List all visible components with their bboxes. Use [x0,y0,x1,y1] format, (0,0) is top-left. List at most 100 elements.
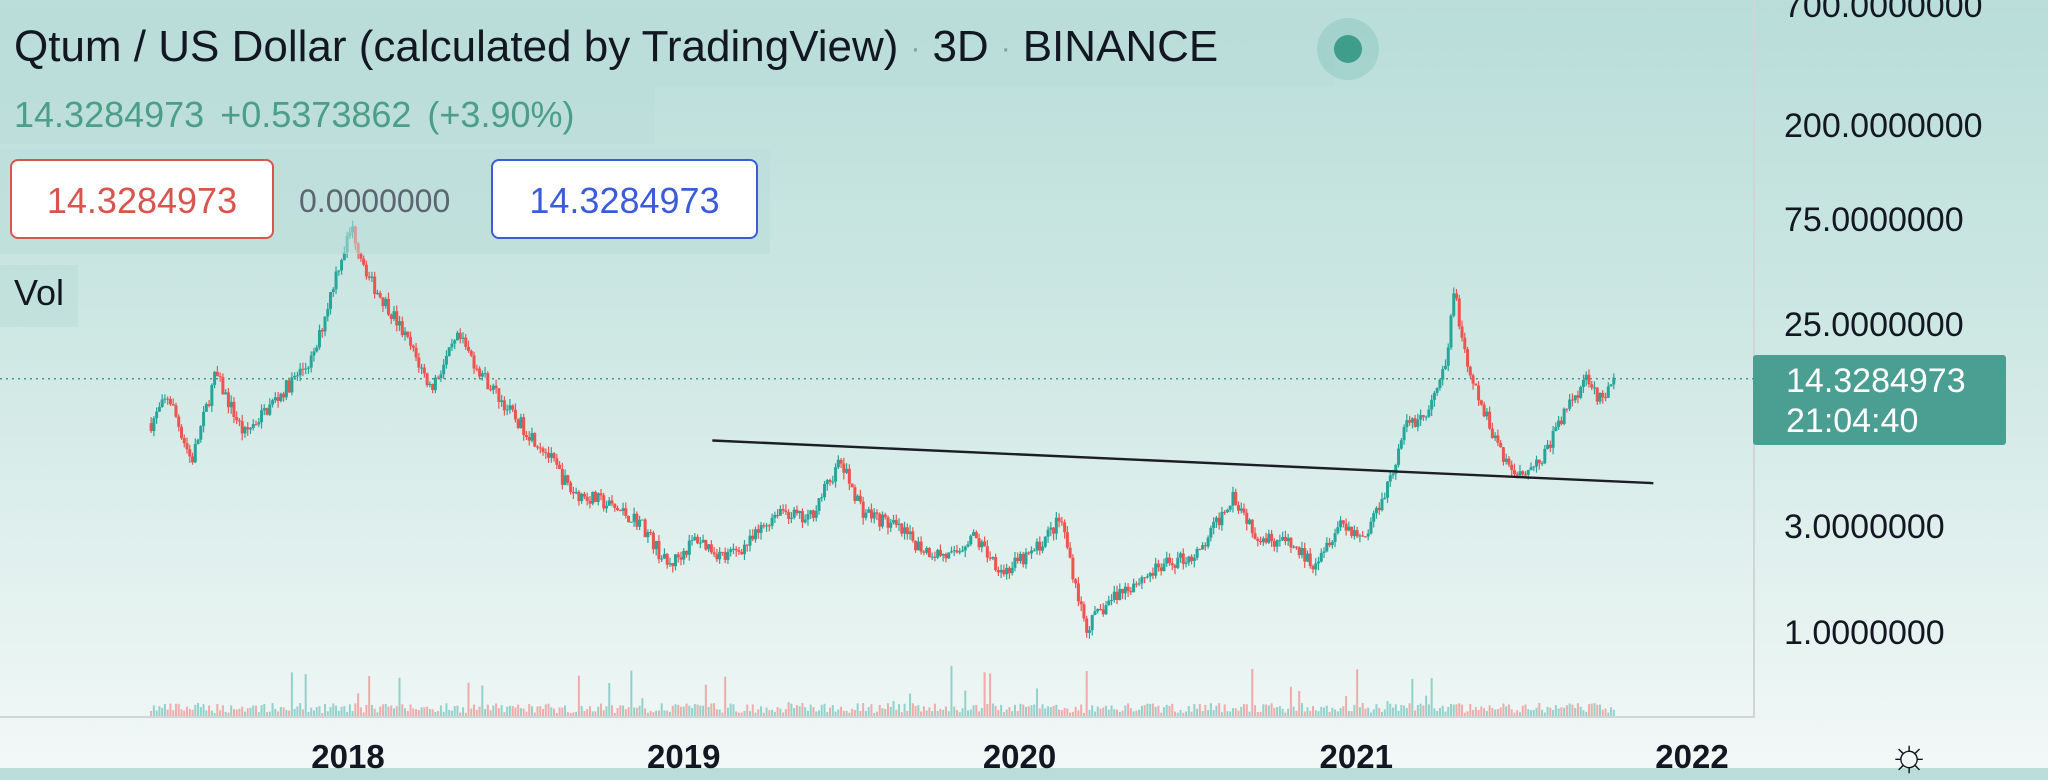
candle-body [955,550,959,553]
volume-bar [602,710,605,716]
candle-body [604,505,608,509]
volume-bar [892,700,895,716]
candle-body [1297,547,1301,556]
market-status-indicator[interactable] [1317,18,1379,80]
candle-body [549,453,553,458]
volume-indicator-label[interactable]: Vol [14,272,65,313]
volume-bar [1444,711,1447,716]
volume-bar [566,712,569,716]
candle-body [1551,430,1555,448]
volume-bar [406,711,409,716]
candle-body [240,421,244,434]
candle-body [1537,459,1541,464]
volume-bar [199,707,202,716]
volume-bar [519,708,522,716]
gear-icon[interactable]: ☼ [1888,728,1931,780]
volume-bar [1262,704,1265,716]
interval-label[interactable]: 3D [932,22,989,71]
volume-bar [197,703,200,716]
candle-body [759,525,763,533]
volume-bar [771,709,774,716]
candle-body [704,539,708,550]
volume-bar [243,711,246,716]
chart-title[interactable]: Qtum / US Dollar (calculated by TradingV… [14,22,1218,72]
volume-bar [1240,706,1243,716]
volume-bar [467,682,470,716]
time-axis-tick: 2022 [1655,738,1729,775]
candle-body [287,380,291,393]
candle-body [224,392,228,395]
candle-body [1074,579,1078,584]
candle-body [444,355,448,365]
volume-bar [387,706,390,716]
candle-body [1245,512,1249,524]
volume-bar [663,710,666,716]
candle-body [420,367,424,369]
candle-body [707,544,711,550]
candle-body [1212,521,1216,528]
candle-body [179,426,183,438]
volume-bar [867,707,870,716]
buy-button[interactable]: 14.3284973 [491,159,758,239]
candle-body [1203,545,1207,547]
volume-bar [1543,712,1546,716]
volume-bar [1339,707,1342,716]
volume-bar [1002,712,1005,716]
volume-bar [1220,712,1223,716]
volume-bar [754,712,757,716]
volume-bar [657,710,660,716]
candle-body [500,400,504,402]
volume-bar [1055,704,1058,716]
price-axis-tick: 3.0000000 [1784,508,1945,546]
candle-body [1570,399,1574,401]
volume-bar [448,709,451,716]
candle-body [282,393,286,398]
volume-bar [1284,712,1287,716]
volume-bar [1422,705,1425,716]
volume-bar [641,698,644,716]
candle-body [1115,591,1119,600]
candle-body [403,331,407,336]
time-axis-tick: 2018 [311,738,385,775]
volume-bar [412,708,415,716]
candle-body [1471,375,1475,384]
volume-bar [737,712,740,716]
volume-bar [1237,710,1240,716]
volume-bar [1168,705,1171,716]
volume-bar [1154,706,1157,716]
candle-body [1474,383,1478,386]
volume-bar [1140,705,1143,716]
volume-bar [1317,711,1320,716]
volume-bar [762,712,765,716]
candle-body [1093,611,1097,615]
volume-bar [188,709,191,716]
candle-body [497,388,501,402]
volume-bar [842,710,845,716]
volume-bar [1436,710,1439,716]
volume-bar [823,703,826,716]
volume-bar [370,704,373,716]
volume-bar [539,706,542,716]
symbol-name[interactable]: Qtum / US Dollar (calculated by TradingV… [14,22,899,71]
candle-body [853,487,857,501]
volume-bar [1463,712,1466,716]
volume-bar [655,710,658,716]
candle-body [798,511,802,514]
candle-body [196,439,200,444]
candle-body [1052,527,1056,534]
volume-bar [1485,711,1488,716]
candle-body [168,399,172,405]
price-axis-tick: 25.0000000 [1784,305,1964,344]
candle-body [1576,395,1580,398]
volume-bar [437,710,440,716]
volume-bar [282,707,285,716]
candle-body [480,373,484,377]
candle-body [1311,566,1315,570]
candle-body [861,501,865,518]
volume-bar [279,706,282,716]
sell-button[interactable]: 14.3284973 [10,159,274,239]
candle-body [552,453,556,459]
volume-bar [335,705,338,716]
candle-body [1206,537,1210,547]
volume-bar [760,706,763,716]
